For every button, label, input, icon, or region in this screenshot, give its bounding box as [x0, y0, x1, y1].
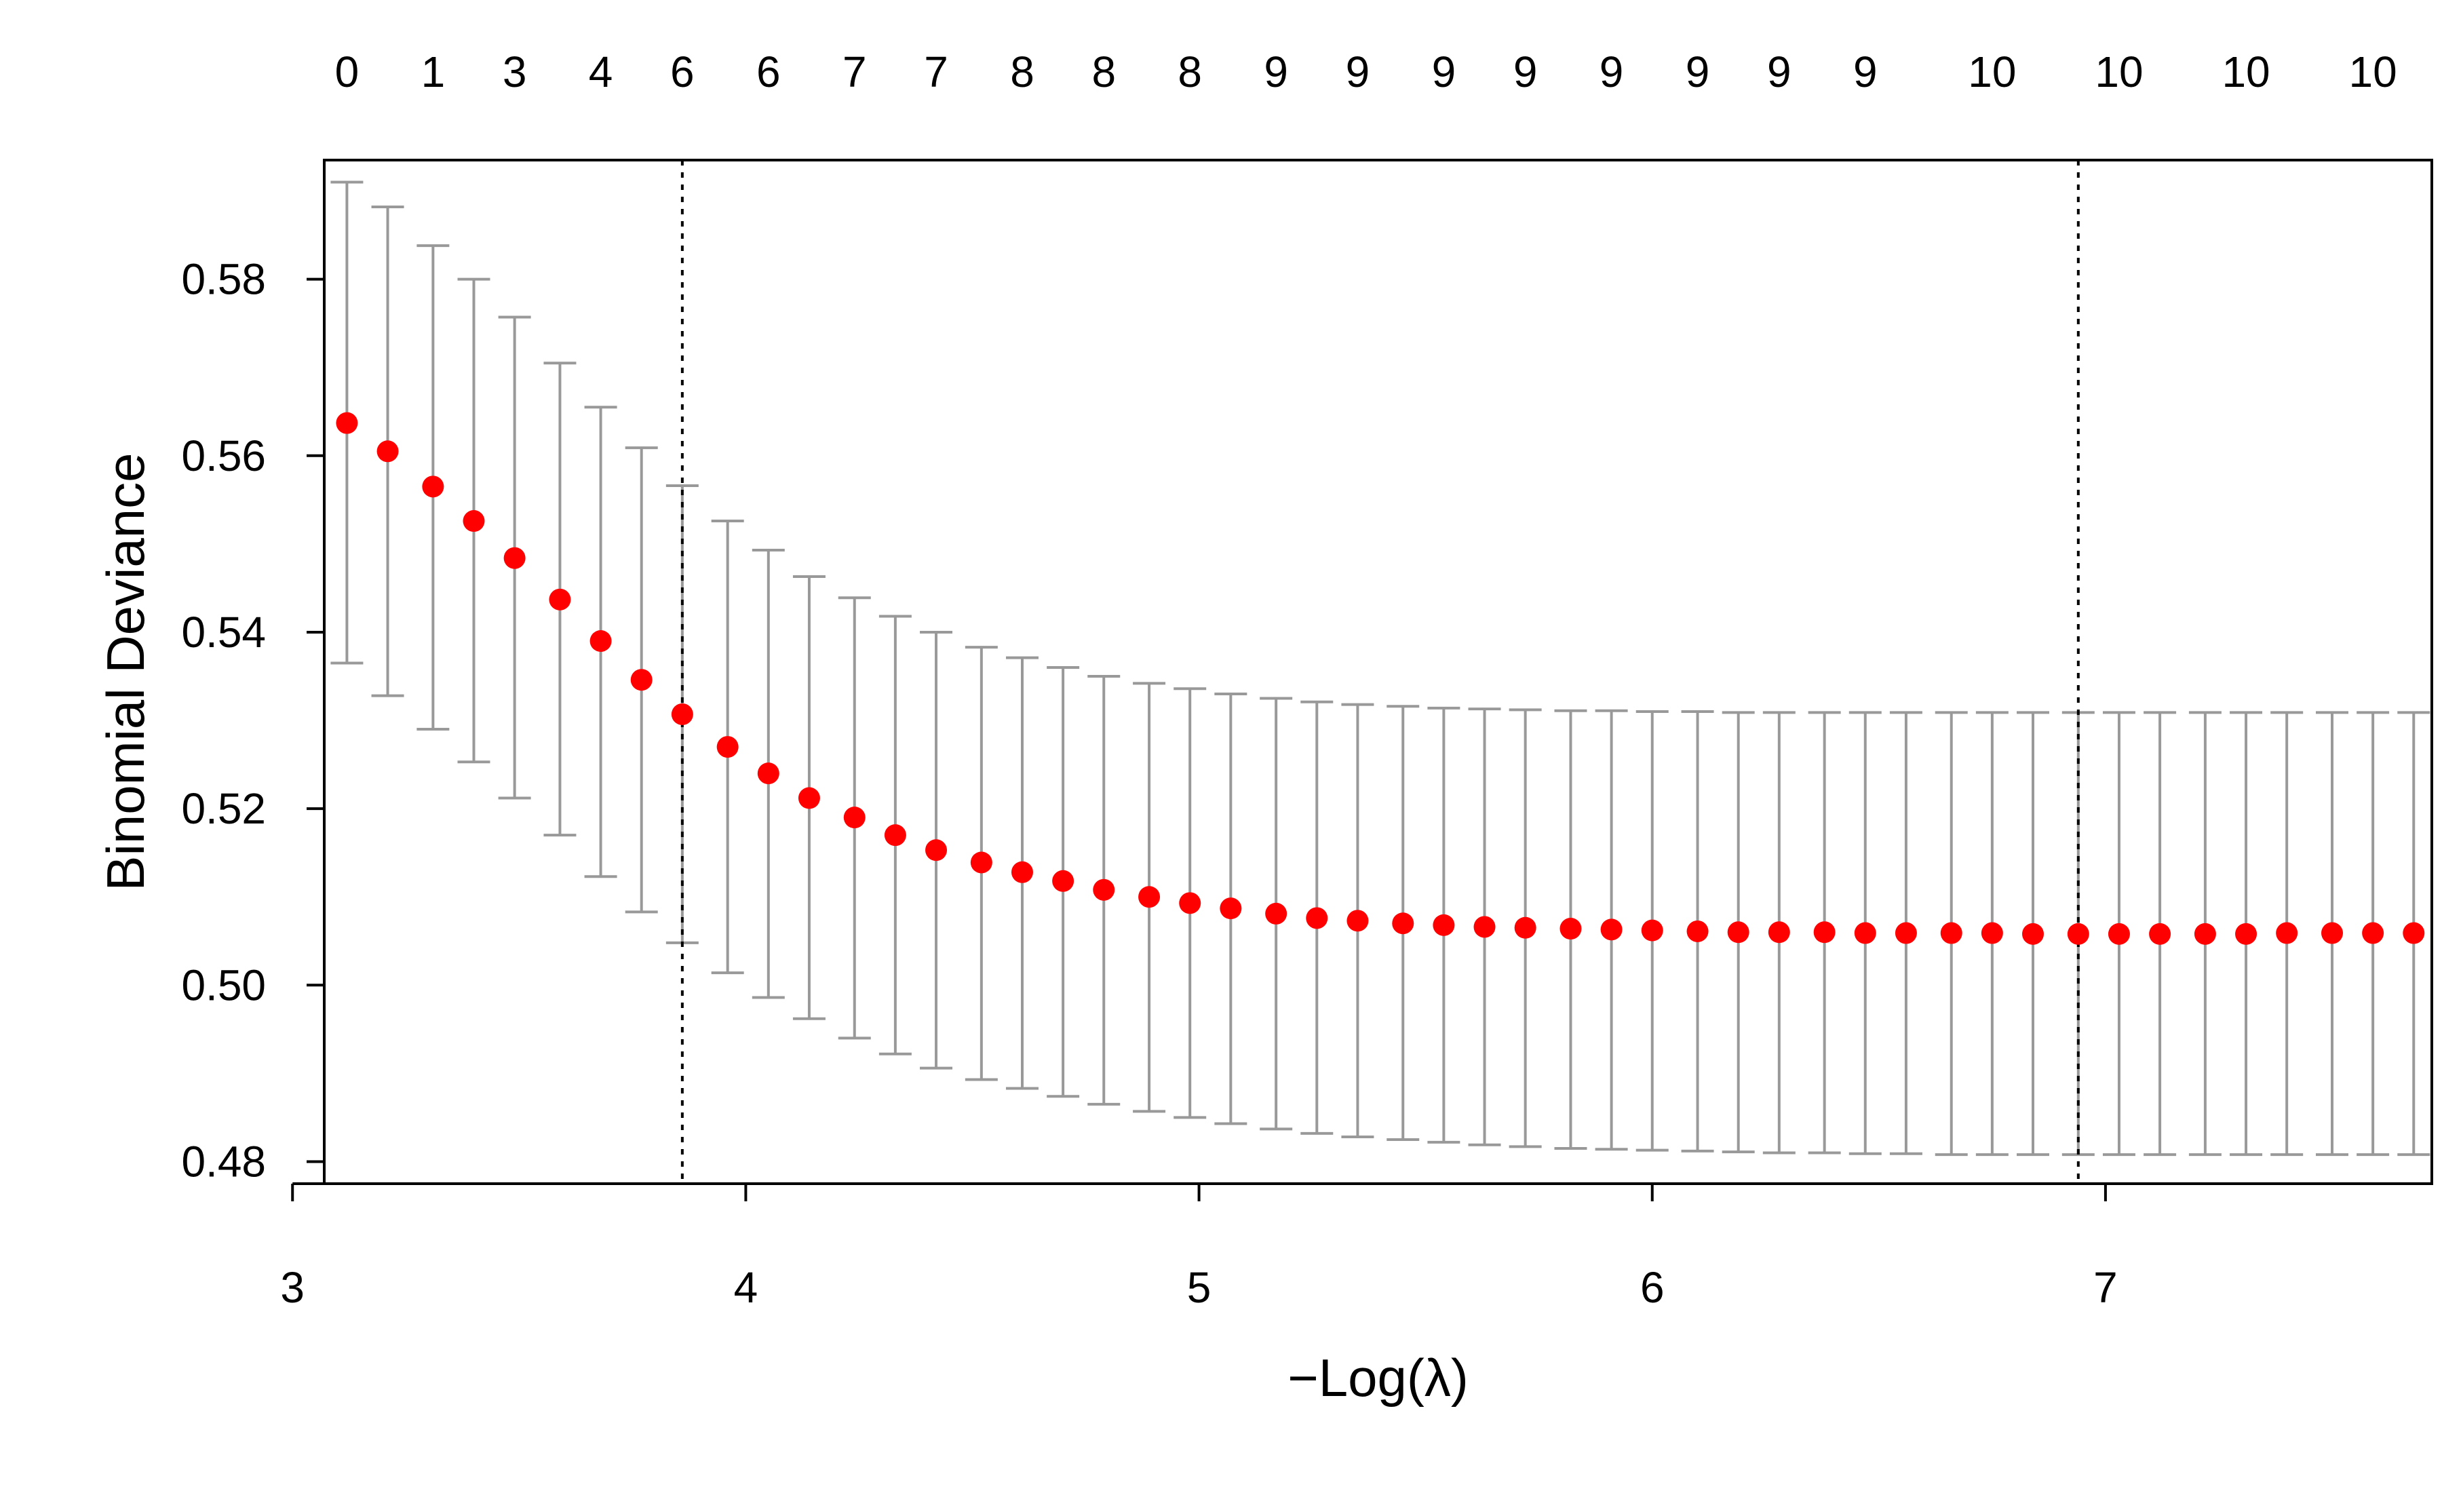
data-point	[2194, 923, 2216, 945]
data-point	[1346, 910, 1369, 932]
data-point	[336, 412, 358, 434]
y-tick-label: 0.58	[181, 255, 266, 304]
top-axis-count-label: 3	[503, 47, 527, 96]
data-point	[376, 440, 399, 463]
data-point	[2235, 923, 2257, 945]
data-point	[757, 762, 779, 785]
top-axis-count-label: 6	[756, 47, 781, 96]
top-axis-count-label: 10	[1968, 47, 2016, 96]
data-point	[1052, 870, 1074, 892]
points-group	[336, 412, 2425, 945]
data-point	[1093, 878, 1115, 901]
x-tick-label: 3	[280, 1263, 305, 1312]
data-point	[549, 588, 571, 610]
top-axis-count-label: 9	[1686, 47, 1710, 96]
data-point	[925, 839, 948, 861]
top-axis-count-label: 9	[1432, 47, 1456, 96]
data-point	[671, 703, 693, 725]
data-point	[1813, 921, 1836, 944]
data-point	[1265, 902, 1287, 925]
y-tick-label: 0.52	[181, 784, 266, 833]
data-point	[2276, 922, 2298, 944]
data-point	[1138, 886, 1161, 908]
data-point	[1895, 922, 1917, 944]
y-tick-label: 0.50	[181, 961, 266, 1009]
top-axis-count-label: 7	[842, 47, 867, 96]
data-point	[1768, 921, 1790, 944]
data-point	[1727, 921, 1749, 944]
y-tick-label: 0.56	[181, 431, 266, 480]
data-point	[1514, 916, 1536, 939]
data-point	[970, 851, 992, 874]
data-point	[1854, 922, 1876, 944]
data-point	[884, 824, 906, 847]
data-point	[2321, 922, 2344, 944]
top-axis-count-label: 0	[335, 47, 360, 96]
data-point	[1981, 922, 2003, 944]
top-axis-count-label: 10	[2222, 47, 2270, 96]
data-point	[2362, 922, 2384, 944]
top-axis-count-label: 8	[1010, 47, 1034, 96]
data-point	[2149, 923, 2171, 945]
data-point	[2022, 923, 2044, 945]
data-point	[2067, 923, 2089, 945]
data-point	[716, 736, 739, 758]
data-point	[503, 547, 526, 569]
x-axis: 3 4 5 6 7	[280, 1182, 2118, 1312]
data-point	[1600, 918, 1623, 941]
top-axis-count-label: 8	[1178, 47, 1202, 96]
x-tick-label: 7	[2093, 1263, 2118, 1312]
data-point	[422, 476, 444, 498]
data-point	[1011, 861, 1033, 883]
top-axis-count-label: 6	[670, 47, 695, 96]
data-point	[1306, 907, 1328, 929]
data-point	[463, 510, 485, 532]
top-axis-count-label: 1	[421, 47, 446, 96]
top-axis-count-label: 9	[1853, 47, 1878, 96]
data-point	[2108, 923, 2130, 945]
x-axis-title: −Log(λ)	[1287, 1348, 1469, 1408]
data-point	[1686, 920, 1709, 942]
data-point	[2403, 922, 2425, 944]
top-axis-count-label: 9	[1264, 47, 1288, 96]
top-axis-count-label: 4	[589, 47, 613, 96]
top-axis-count-label: 10	[2095, 47, 2143, 96]
y-axis: 0.48 0.50 0.52 0.54 0.56 0.58	[181, 255, 326, 1186]
data-point	[630, 669, 653, 691]
data-point	[843, 807, 866, 829]
data-point	[798, 787, 820, 809]
data-point	[1179, 892, 1201, 914]
data-point	[1392, 912, 1414, 935]
top-axis-count-label: 9	[1346, 47, 1370, 96]
data-point	[1433, 914, 1455, 936]
x-tick-label: 5	[1187, 1263, 1212, 1312]
x-tick-label: 6	[1640, 1263, 1665, 1312]
data-point	[1220, 897, 1242, 920]
top-axis-count-label: 10	[2349, 47, 2397, 96]
top-axis-count-label: 9	[1767, 47, 1791, 96]
x-tick-label: 4	[734, 1263, 758, 1312]
top-axis-count-label: 8	[1091, 47, 1116, 96]
data-point	[1641, 919, 1663, 942]
top-axis-count-label: 7	[924, 47, 948, 96]
data-point	[1940, 922, 1962, 944]
top-axis-count-label: 9	[1600, 47, 1624, 96]
y-tick-label: 0.48	[181, 1137, 266, 1186]
data-point	[1473, 916, 1496, 938]
top-axis-count-label: 9	[1513, 47, 1538, 96]
data-point	[1559, 918, 1582, 940]
y-tick-label: 0.54	[181, 608, 266, 657]
top-axis-labels: 0 1 3 4 6 6 7 7 8 8 8 9 9 9 9 9 9 9 9 10 10 10 10	[335, 47, 2397, 96]
y-axis-title: Binomial Deviance	[96, 453, 155, 891]
data-point	[589, 629, 612, 652]
